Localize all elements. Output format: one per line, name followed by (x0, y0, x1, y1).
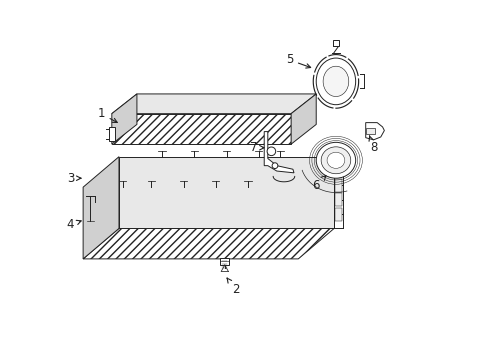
Text: 5: 5 (285, 53, 310, 68)
Bar (109, 127, 115, 141)
Ellipse shape (316, 58, 355, 105)
Polygon shape (365, 123, 384, 140)
Bar (366, 128, 375, 134)
Polygon shape (290, 94, 316, 144)
Bar (335, 179, 341, 192)
Bar (335, 208, 341, 221)
Polygon shape (112, 94, 316, 114)
Text: 8: 8 (368, 136, 377, 154)
Polygon shape (83, 157, 119, 259)
Text: 2: 2 (226, 278, 239, 296)
Polygon shape (112, 114, 290, 144)
Text: 4: 4 (67, 218, 81, 231)
Polygon shape (83, 228, 333, 259)
Text: 3: 3 (67, 172, 81, 185)
Ellipse shape (326, 152, 344, 168)
Bar (220, 258, 229, 265)
Ellipse shape (316, 142, 355, 178)
Bar (335, 193, 341, 206)
Polygon shape (112, 94, 137, 144)
Circle shape (266, 147, 275, 156)
Bar (332, 40, 338, 46)
Text: 1: 1 (97, 107, 117, 122)
Polygon shape (119, 157, 333, 228)
Text: 7: 7 (249, 141, 264, 154)
Circle shape (271, 163, 277, 168)
Ellipse shape (323, 66, 348, 96)
Bar (335, 165, 341, 177)
Ellipse shape (321, 147, 350, 174)
Polygon shape (264, 132, 293, 173)
Text: 6: 6 (312, 176, 325, 192)
